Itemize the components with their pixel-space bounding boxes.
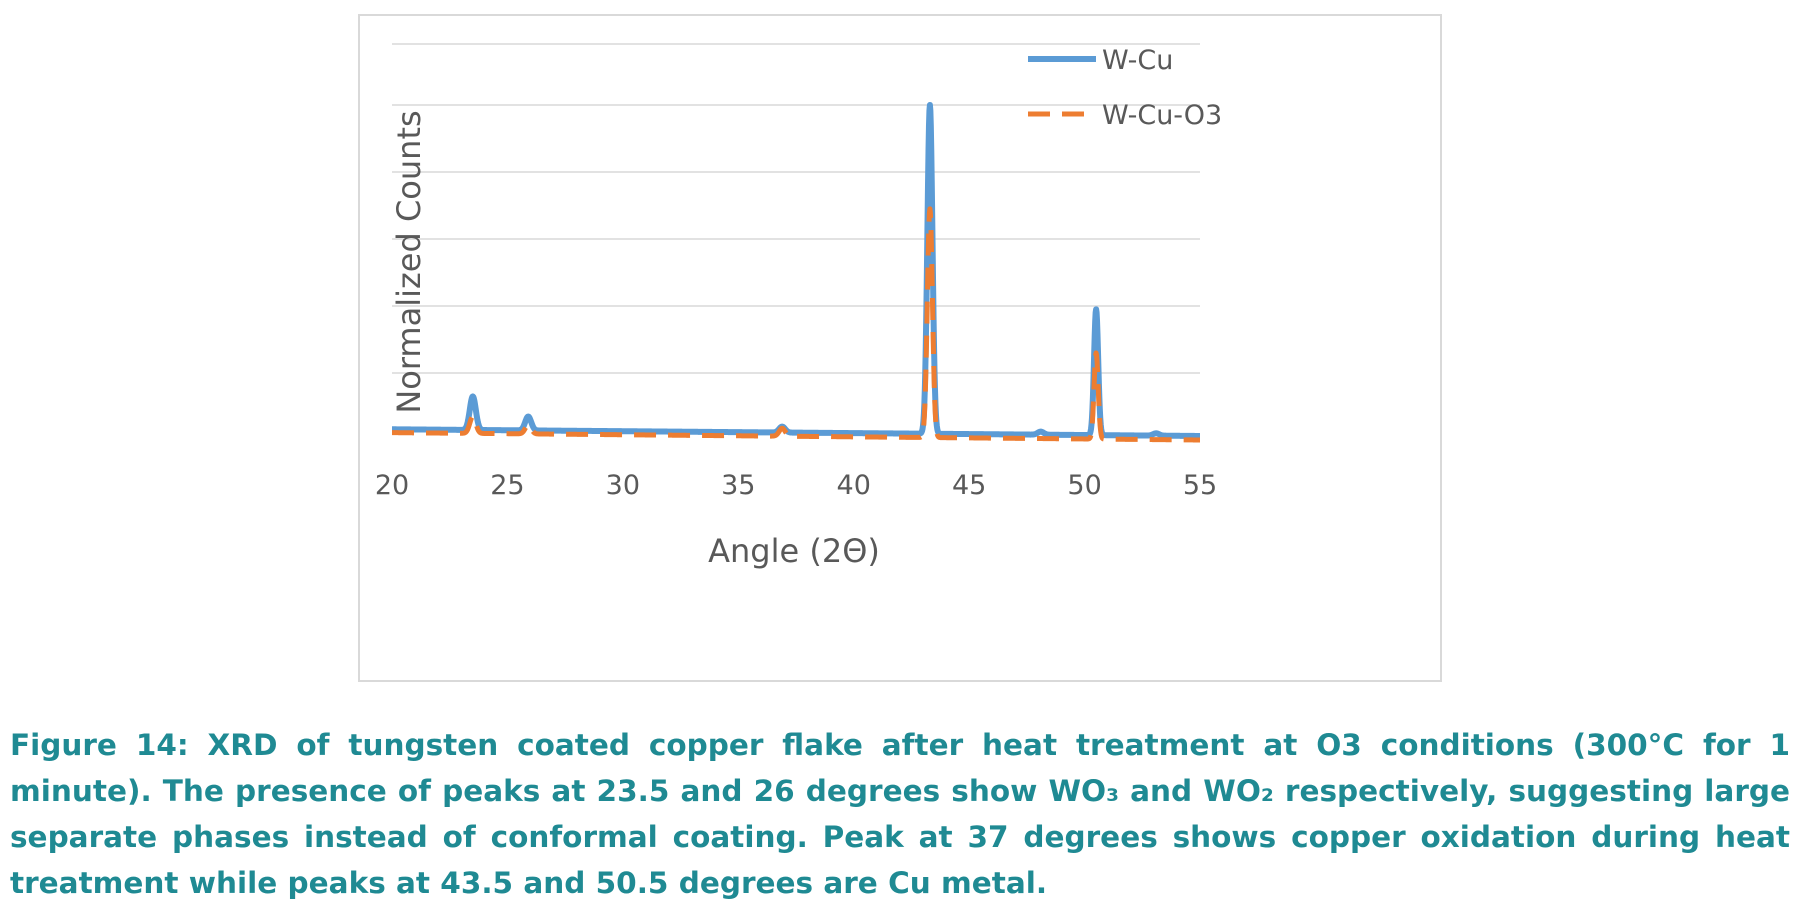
x-tick-labels: 20 25 30 35 40 45 50 55 [375,470,1217,501]
y-axis-title: Normalized Counts [390,110,428,413]
figure-caption: Figure 14: XRD of tungsten coated copper… [10,728,1790,900]
gridlines [392,43,1200,374]
x-tick-40: 40 [837,470,871,501]
legend-label-w-cu-o3: W-Cu-O3 [1102,100,1222,131]
x-tick-30: 30 [606,470,640,501]
x-tick-55: 55 [1183,470,1217,501]
x-tick-50: 50 [1067,470,1101,501]
legend-label-w-cu: W-Cu [1102,45,1173,76]
x-axis-title: Angle (2Θ) [708,532,880,570]
series-line-w-cu-o3 [389,206,1203,443]
x-tick-20: 20 [375,470,409,501]
legend: W-Cu W-Cu-O3 [1028,45,1222,131]
x-tick-25: 25 [490,470,524,501]
series-layer [389,102,1203,443]
x-tick-45: 45 [952,470,986,501]
xrd-chart: 20 25 30 35 40 45 50 55 Normalized Counts Angle… [375,43,1222,570]
x-tick-35: 35 [721,470,755,501]
chart-frame: 20 25 30 35 40 45 50 55 Normalized Counts Angle… [358,14,1442,682]
series-line-w-cu [389,102,1203,439]
